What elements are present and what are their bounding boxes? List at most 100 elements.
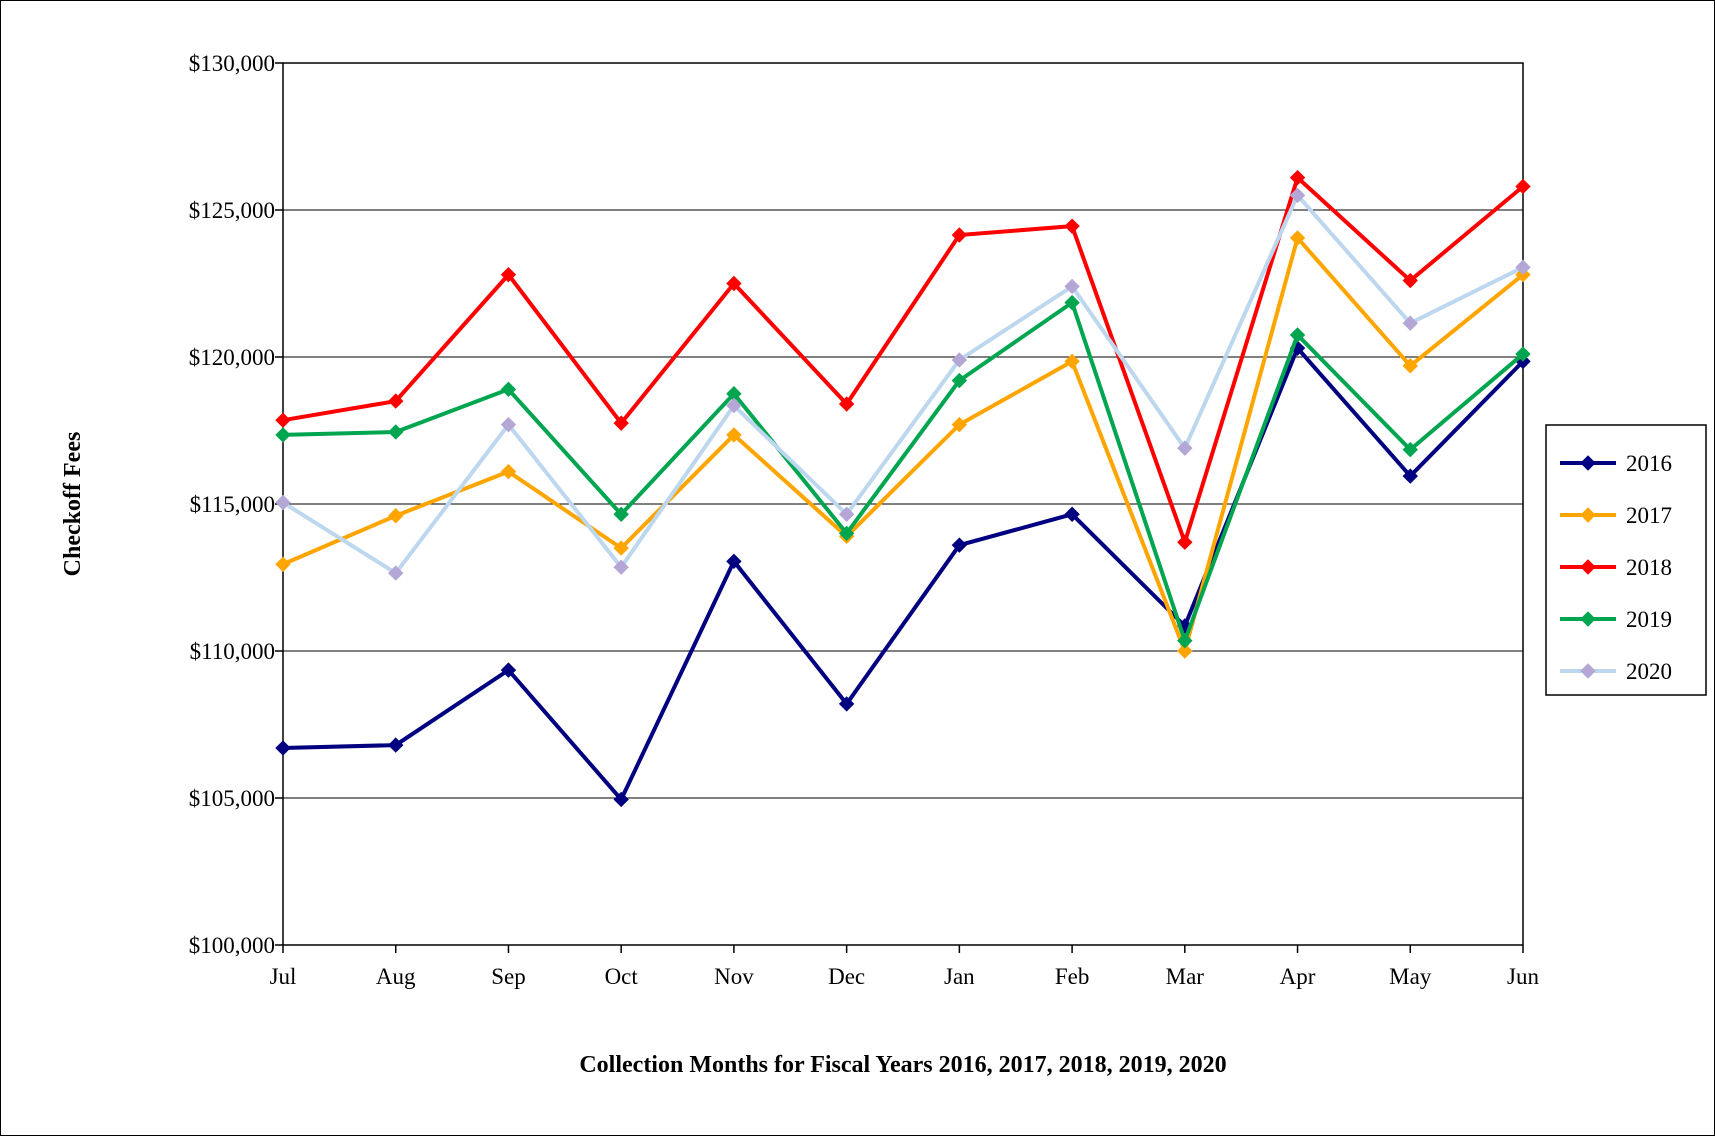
legend-label: 2016 — [1626, 451, 1672, 476]
data-point — [1064, 506, 1080, 522]
data-point — [500, 266, 517, 283]
legend-item-2017: 2017 — [1560, 503, 1672, 528]
legend-item-2019: 2019 — [1560, 607, 1672, 632]
legend-label: 2017 — [1626, 503, 1672, 528]
x-tick-label: Apr — [1280, 964, 1316, 989]
data-point — [500, 662, 517, 678]
x-tick-label: Jul — [270, 964, 297, 989]
legend-item-2016: 2016 — [1560, 451, 1672, 476]
data-point — [951, 352, 968, 368]
x-axis-title: Collection Months for Fiscal Years 2016,… — [579, 1052, 1226, 1078]
data-point — [1177, 440, 1193, 456]
data-point — [388, 737, 404, 753]
legend: 2016 2017 2018 2019 2020 — [1545, 424, 1707, 696]
data-point — [1064, 218, 1080, 234]
data-point — [838, 525, 855, 542]
data-point — [838, 396, 855, 412]
data-point — [275, 494, 291, 511]
data-point — [1515, 346, 1531, 362]
series-line — [281, 191, 1524, 576]
x-tick-label: Aug — [376, 964, 416, 989]
legend-swatch-marker — [1580, 455, 1596, 471]
data-point — [726, 427, 742, 443]
data-point — [1177, 633, 1193, 649]
legend-item-2020: 2020 — [1560, 659, 1672, 684]
data-point — [726, 553, 742, 570]
y-tick-label: $120,000 — [189, 345, 275, 370]
x-tick-label: Mar — [1166, 964, 1205, 989]
series-line — [282, 299, 1525, 647]
series-2019 — [275, 294, 1531, 649]
data-point — [388, 393, 404, 409]
data-point — [1402, 441, 1418, 458]
data-point — [1289, 230, 1306, 246]
x-tick-label: Jan — [944, 964, 975, 989]
x-tick-label: Jun — [1507, 964, 1539, 989]
series-layer — [275, 169, 1531, 808]
legend-label: 2019 — [1626, 607, 1672, 632]
data-point — [275, 427, 291, 443]
data-point — [1402, 315, 1418, 331]
legend-label: 2020 — [1626, 659, 1672, 684]
x-tick-label: Dec — [828, 964, 865, 989]
data-point — [1064, 278, 1080, 295]
legend-label: 2018 — [1626, 555, 1672, 580]
y-tick-label: $125,000 — [189, 198, 275, 223]
series-2017 — [275, 230, 1531, 659]
x-axis: Jul Aug Sep Oct Nov Dec Jan Feb Mar Apr May Jun — [270, 945, 1539, 989]
data-point — [1402, 358, 1418, 374]
legend-swatch-marker — [1580, 663, 1596, 679]
data-point — [388, 565, 404, 581]
x-tick-label: Nov — [714, 964, 754, 989]
data-point — [1289, 327, 1306, 343]
data-point — [1515, 178, 1531, 195]
data-point — [1515, 259, 1531, 276]
series-2020 — [275, 187, 1531, 581]
data-point — [1064, 294, 1080, 311]
data-point — [613, 415, 629, 431]
y-axis-title: Checkoff Fees — [60, 432, 86, 577]
data-point — [275, 556, 291, 572]
x-tick-label: May — [1389, 964, 1432, 989]
legend-swatch-marker — [1580, 507, 1596, 523]
data-point — [500, 463, 517, 480]
gridlines — [283, 209, 1523, 799]
x-tick-label: Feb — [1055, 964, 1090, 989]
x-tick-label: Sep — [491, 964, 526, 989]
data-point — [951, 372, 968, 389]
data-point — [951, 537, 968, 553]
data-point — [613, 559, 629, 575]
data-point — [951, 227, 968, 243]
y-tick-label: $100,000 — [189, 933, 275, 958]
data-point — [388, 508, 404, 524]
data-point — [500, 416, 517, 433]
legend-box — [1545, 424, 1707, 696]
data-point — [1402, 468, 1418, 484]
data-point — [1177, 643, 1193, 659]
y-tick-label: $110,000 — [190, 639, 275, 664]
data-point — [838, 506, 855, 522]
data-point — [1289, 169, 1306, 186]
data-point — [1289, 187, 1306, 204]
y-tick-label: $115,000 — [190, 492, 275, 517]
data-point — [500, 381, 517, 398]
y-tick-label: $130,000 — [189, 51, 275, 76]
data-point — [1402, 272, 1418, 289]
data-point — [388, 424, 404, 440]
data-point — [613, 791, 629, 808]
series-line — [282, 344, 1525, 804]
legend-swatch-marker — [1580, 559, 1596, 575]
data-point — [613, 540, 629, 556]
x-tick-label: Oct — [605, 964, 639, 989]
series-2018 — [275, 169, 1531, 550]
legend-item-2018: 2018 — [1560, 555, 1672, 580]
data-point — [838, 696, 855, 712]
data-point — [613, 506, 629, 522]
data-point — [1177, 534, 1193, 550]
y-tick-label: $105,000 — [189, 786, 275, 811]
data-point — [726, 275, 742, 292]
series-line — [282, 174, 1525, 549]
series-line — [282, 233, 1525, 658]
